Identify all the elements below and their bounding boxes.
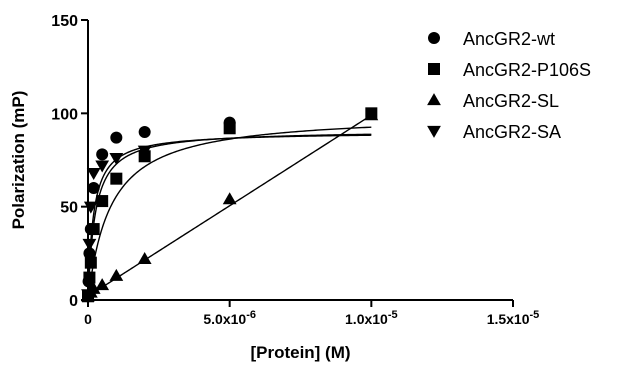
x-tick-label: 5.0x10-6	[203, 309, 256, 327]
data-point	[87, 182, 100, 194]
fit-curve-ancgr2-sl	[87, 114, 372, 297]
data-point	[86, 167, 101, 180]
data-point	[137, 252, 152, 265]
x-tick-label: 1.0x10-5	[345, 309, 398, 327]
data-point	[96, 195, 109, 208]
ticks: 0 50 100 150 0 5.0x10-6 1.0x10-5 1.5x10-5	[51, 13, 539, 327]
legend-label: AncGR2-P106S	[463, 60, 591, 80]
fit-curves	[87, 114, 372, 301]
y-tick-label: 0	[69, 293, 78, 310]
legend-marker	[428, 32, 440, 44]
fit-curve-ancgr2-p106s	[87, 126, 372, 301]
y-tick-label: 50	[60, 200, 78, 217]
y-tick-label: 100	[51, 106, 78, 123]
legend-label: AncGR2-wt	[463, 29, 555, 49]
data-point	[83, 201, 98, 214]
data-point	[364, 108, 379, 121]
data-point	[83, 271, 96, 284]
data-point	[95, 160, 110, 173]
data-point	[83, 247, 96, 260]
legend-label: AncGR2-SL	[463, 91, 559, 111]
data-point	[137, 145, 152, 158]
y-tick-label: 150	[51, 13, 78, 30]
data-point	[82, 238, 97, 251]
data-point	[109, 153, 124, 166]
data-point	[87, 223, 100, 236]
y-axis-title: Polarization (mP)	[9, 91, 28, 230]
data-point	[84, 256, 97, 269]
x-tick-label: 1.5x10-5	[487, 309, 540, 327]
legend-marker	[427, 125, 441, 138]
data-point	[223, 122, 236, 135]
data-point	[110, 131, 123, 144]
data-point	[81, 289, 95, 302]
data-point	[109, 268, 124, 281]
data-points	[81, 107, 379, 303]
legend-marker	[428, 63, 440, 75]
data-point	[138, 126, 151, 138]
legend-label: AncGR2-SA	[463, 122, 561, 142]
data-point	[96, 148, 109, 161]
fit-curve-ancgr2-sa	[87, 134, 372, 297]
legend: AncGR2-wt AncGR2-P106S AncGR2-SL AncGR2-SA	[427, 29, 591, 142]
data-point	[110, 172, 123, 185]
x-axis-title: [Protein] (M)	[250, 343, 350, 362]
legend-marker	[427, 93, 441, 106]
x-tick-label: 0	[84, 311, 92, 327]
fit-curve-ancgr2-wt	[87, 133, 372, 300]
data-point	[95, 278, 110, 291]
data-point	[222, 192, 237, 205]
